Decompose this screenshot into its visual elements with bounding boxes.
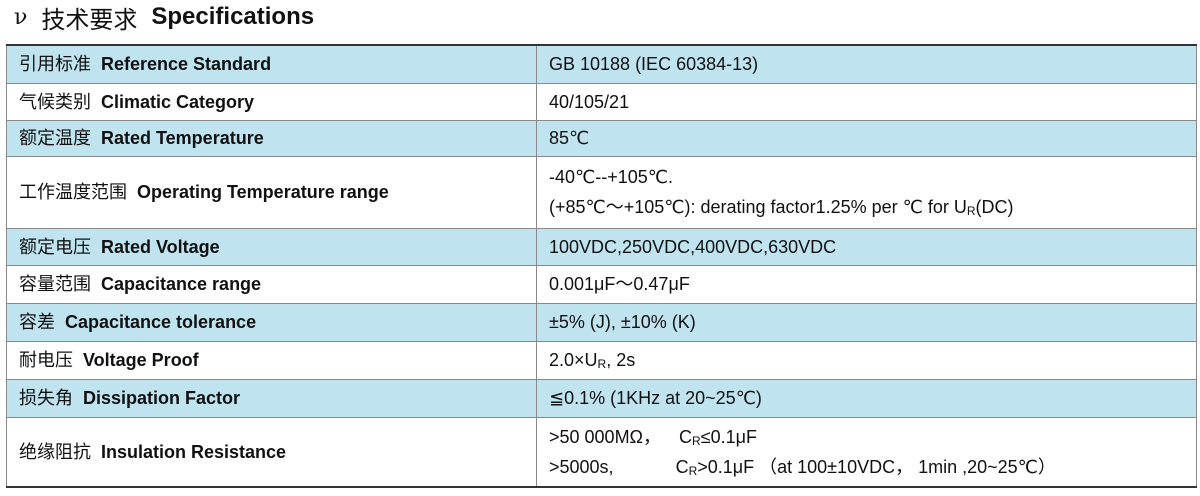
heading-title-en: Specifications (151, 3, 315, 30)
table-row: 绝缘阻抗 Insulation Resistance >50 000MΩ， CR≤0… (6, 416, 1197, 488)
row-value: 2.0×UR, 2s (536, 340, 1197, 380)
bullet-icon: ν (14, 4, 28, 30)
table-row: 耐电压 Voltage Proof 2.0×UR, 2s (6, 340, 1197, 380)
section-heading: ν 技术要求 Specifications (14, 0, 314, 34)
row-value: GB 10188 (IEC 60384-13) (536, 44, 1197, 84)
row-value: 85℃ (536, 119, 1197, 157)
table-row: 气候类别 Climatic Category 40/105/21 (6, 82, 1197, 121)
row-value: >50 000MΩ， CR≤0.1μF >5000s, CR>0.1μF （at 1… (536, 416, 1197, 488)
table-row: 工作温度范围 Operating Temperature range -40℃--… (6, 155, 1197, 229)
table-row: 容量范围 Capacitance range 0.001μF～0.47μF (6, 264, 1197, 304)
row-label: 工作温度范围 Operating Temperature range (6, 155, 537, 229)
table-row: 引用标准 Reference Standard GB 10188 (IEC 603… (6, 44, 1197, 84)
row-label: 损失角 Dissipation Factor (6, 378, 537, 418)
row-value: 100VDC,250VDC,400VDC,630VDC (536, 227, 1197, 266)
row-label: 耐电压 Voltage Proof (6, 340, 537, 380)
table-row: 损失角 Dissipation Factor ≦0.1% (1KHz at 20~… (6, 378, 1197, 418)
row-value: ±5% (J), ±10% (K) (536, 302, 1197, 342)
row-value: 0.001μF～0.47μF (536, 264, 1197, 304)
row-label: 气候类别 Climatic Category (6, 82, 537, 121)
row-value: 40/105/21 (536, 82, 1197, 121)
table-row: 额定电压 Rated Voltage 100VDC,250VDC,400VDC,6… (6, 227, 1197, 266)
row-label: 容差 Capacitance tolerance (6, 302, 537, 342)
specifications-table: 引用标准 Reference Standard GB 10188 (IEC 603… (6, 44, 1197, 488)
heading-title-cn: 技术要求 (41, 6, 138, 34)
row-value: -40℃--+105℃. (+85℃～+105℃): derating fact… (536, 155, 1197, 229)
row-label: 额定电压 Rated Voltage (6, 227, 537, 266)
row-label: 绝缘阻抗 Insulation Resistance (6, 416, 537, 488)
table-row: 额定温度 Rated Temperature 85℃ (6, 119, 1197, 157)
row-label: 引用标准 Reference Standard (6, 44, 537, 84)
table-row: 容差 Capacitance tolerance ±5% (J), ±10% (K… (6, 302, 1197, 342)
row-label: 容量范围 Capacitance range (6, 264, 537, 304)
row-label: 额定温度 Rated Temperature (6, 119, 537, 157)
row-value: ≦0.1% (1KHz at 20~25℃) (536, 378, 1197, 418)
